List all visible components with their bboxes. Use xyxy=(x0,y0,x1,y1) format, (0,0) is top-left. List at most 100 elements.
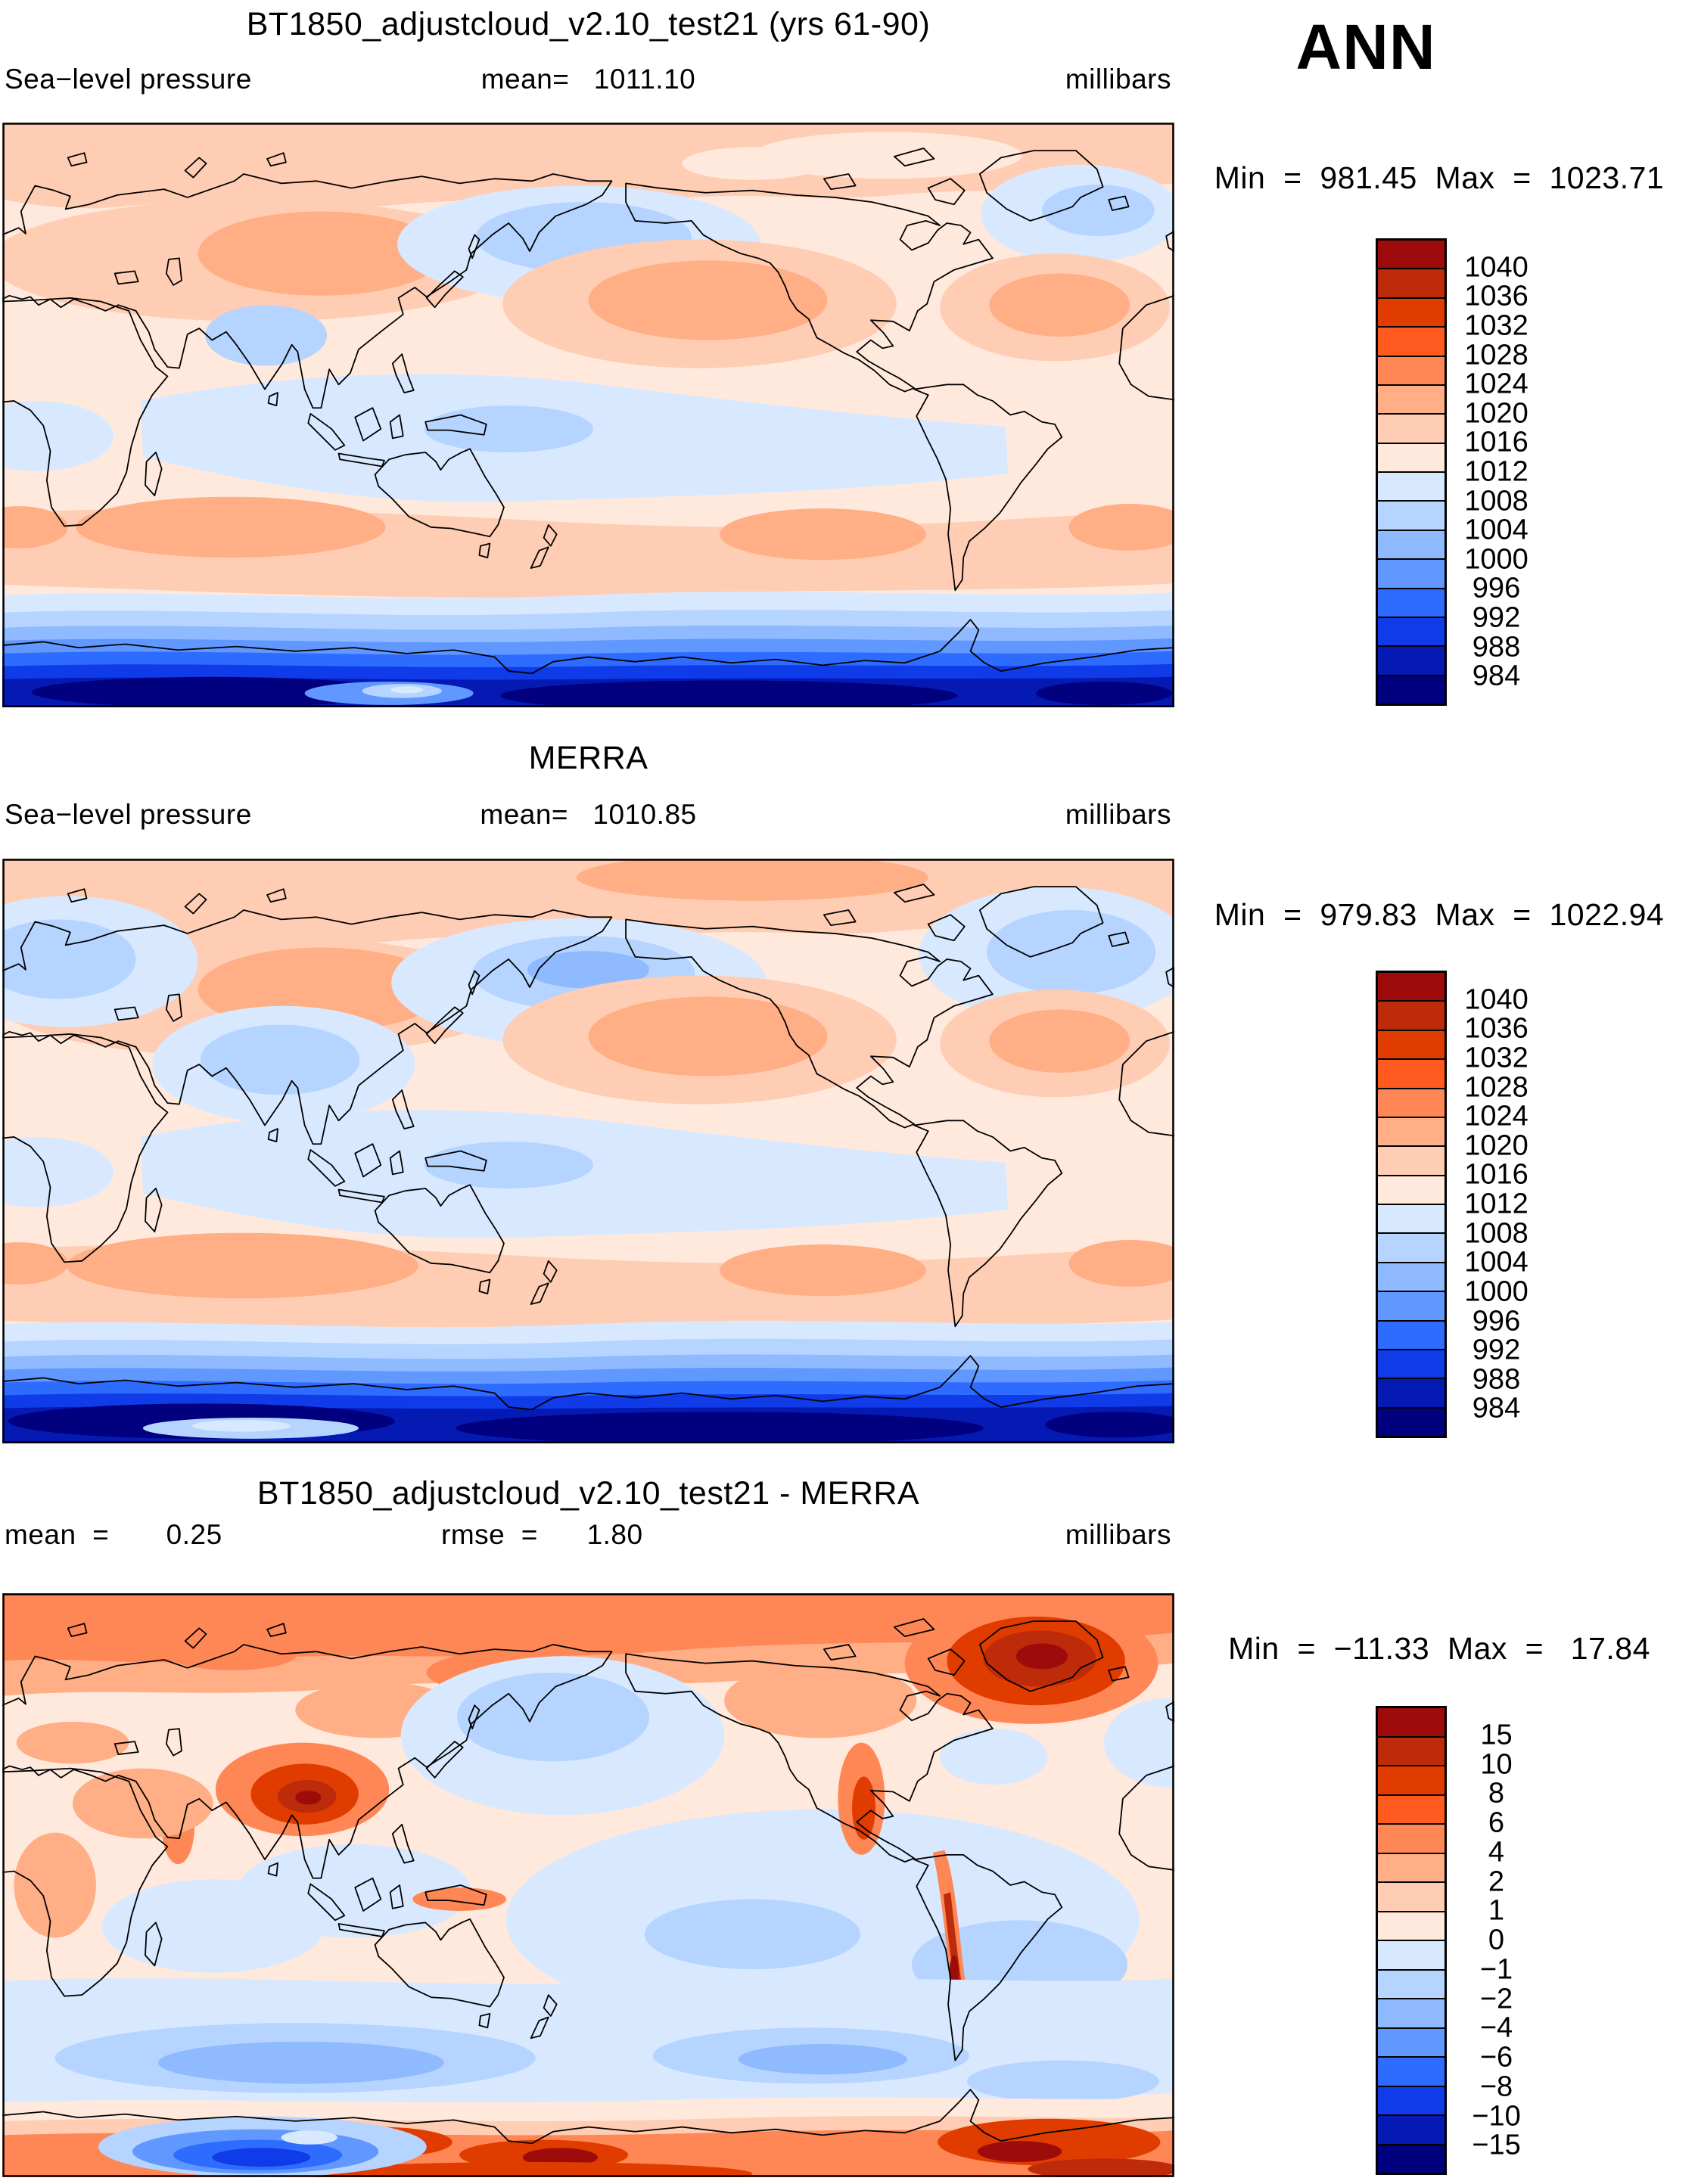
colorbar-cell xyxy=(1378,1089,1445,1118)
colorbar-label: 8 xyxy=(1488,1777,1505,1810)
colorbar-cell xyxy=(1378,1883,1445,1912)
panel3-rmse: rmse = 1.80 xyxy=(441,1519,643,1550)
colorbar-cell xyxy=(1378,356,1445,386)
panel2-title: MERRA xyxy=(528,740,648,776)
colorbar-label: −4 xyxy=(1479,2012,1513,2044)
colorbar-cell xyxy=(1378,2028,1445,2058)
colorbar-label: 10 xyxy=(1480,1748,1513,1781)
colorbar-label: 992 xyxy=(1472,1334,1521,1366)
colorbar-label: 1004 xyxy=(1464,1246,1529,1278)
colorbar-label: 1008 xyxy=(1464,1217,1529,1250)
colorbar-cell xyxy=(1378,2086,1445,2116)
colorbar-cell xyxy=(1378,1205,1445,1235)
colorbar-cell xyxy=(1378,1321,1445,1350)
colorbar-cell xyxy=(1378,1795,1445,1825)
colorbar-cell xyxy=(1378,647,1445,676)
colorbar-difference xyxy=(1376,1706,1447,2175)
panel2-units: millibars xyxy=(1065,799,1171,830)
colorbar-label: 1028 xyxy=(1464,1071,1529,1104)
colorbar-label: 984 xyxy=(1472,1392,1521,1424)
colorbar-cell xyxy=(1378,1292,1445,1322)
colorbar-label: 1024 xyxy=(1464,368,1529,400)
colorbar-label: 0 xyxy=(1488,1924,1505,1956)
panel3-mean: mean = 0.25 xyxy=(5,1519,222,1550)
colorbar-cell xyxy=(1378,415,1445,444)
colorbar-cell xyxy=(1378,298,1445,328)
colorbar-label: 1 xyxy=(1488,1894,1505,1927)
colorbar-label: 2 xyxy=(1488,1866,1505,1898)
colorbar-cell xyxy=(1378,1002,1445,1031)
colorbar-label: 1012 xyxy=(1464,1188,1529,1220)
colorbar-label: 1040 xyxy=(1464,251,1529,284)
colorbar-cell xyxy=(1378,1350,1445,1380)
colorbar-label: 1012 xyxy=(1464,455,1529,488)
map-difference xyxy=(2,1593,1174,2177)
colorbar-cell xyxy=(1378,2058,1445,2087)
colorbar-label: 996 xyxy=(1472,1305,1521,1337)
colorbar-label: 1032 xyxy=(1464,1042,1529,1074)
colorbar-cell xyxy=(1378,973,1445,1002)
colorbar-cell xyxy=(1378,443,1445,473)
colorbar-cell xyxy=(1378,617,1445,648)
colorbar-label: −8 xyxy=(1479,2071,1513,2103)
colorbar-label: 1040 xyxy=(1464,983,1529,1016)
colorbar-cell xyxy=(1378,1408,1445,1436)
colorbar-cell xyxy=(1378,1030,1445,1061)
colorbar-cell xyxy=(1378,2145,1445,2173)
colorbar-cell xyxy=(1378,530,1445,561)
colorbar-label: 1008 xyxy=(1464,485,1529,517)
colorbar-cell xyxy=(1378,241,1445,270)
colorbar-label: 1024 xyxy=(1464,1100,1529,1132)
colorbar-cell xyxy=(1378,1147,1445,1176)
colorbar-label: 1036 xyxy=(1464,1012,1529,1045)
colorbar-cell xyxy=(1378,1912,1445,1941)
colorbar-cell xyxy=(1378,1853,1445,1883)
colorbar-cell xyxy=(1378,1117,1445,1148)
colorbar-label: 1000 xyxy=(1464,543,1529,576)
colorbar-label: 1032 xyxy=(1464,309,1529,342)
colorbar-label: −6 xyxy=(1479,2041,1513,2074)
colorbar-cell xyxy=(1378,385,1445,415)
map-model xyxy=(2,123,1174,707)
colorbar-label: −1 xyxy=(1479,1953,1513,1986)
colorbar-cell xyxy=(1378,676,1445,704)
colorbar-label: 15 xyxy=(1480,1719,1513,1751)
colorbar-model xyxy=(1376,238,1447,706)
colorbar-label: 6 xyxy=(1488,1807,1505,1839)
colorbar-cell xyxy=(1378,1263,1445,1293)
colorbar-cell xyxy=(1378,1941,1445,1971)
colorbar-label: 988 xyxy=(1472,1363,1521,1396)
map-merra xyxy=(2,859,1174,1443)
colorbar-merra xyxy=(1376,971,1447,1438)
colorbar-cell xyxy=(1378,1825,1445,1854)
colorbar-label: 1020 xyxy=(1464,1129,1529,1162)
panel2-mean: mean= 1010.85 xyxy=(480,799,697,830)
panel1-mean: mean= 1011.10 xyxy=(480,64,696,95)
colorbar-label: 996 xyxy=(1472,572,1521,604)
colorbar-cell xyxy=(1378,589,1445,618)
panel3-title: BT1850_adjustcloud_v2.10_test21 - MERRA xyxy=(257,1475,920,1511)
colorbar-label: −10 xyxy=(1472,2100,1521,2133)
colorbar-cell xyxy=(1378,1999,1445,2029)
panel3-units: millibars xyxy=(1065,1519,1171,1550)
panel2-variable-label: Sea−level pressure xyxy=(5,799,252,830)
colorbar-cell xyxy=(1378,1176,1445,1205)
panel1-minmax: Min = 981.45 Max = 1023.71 xyxy=(1214,160,1665,195)
colorbar-label: 988 xyxy=(1472,631,1521,663)
colorbar-cell xyxy=(1378,1766,1445,1796)
colorbar-cell xyxy=(1378,269,1445,299)
colorbar-label: 1020 xyxy=(1464,397,1529,430)
colorbar-cell xyxy=(1378,1970,1445,1999)
panel3-minmax: Min = −11.33 Max = 17.84 xyxy=(1228,1631,1650,1666)
colorbar-label: 1016 xyxy=(1464,426,1529,458)
colorbar-label: −2 xyxy=(1479,1983,1513,2015)
season-label: ANN xyxy=(1295,11,1436,82)
colorbar-label: −15 xyxy=(1472,2129,1521,2161)
colorbar-label: 1036 xyxy=(1464,280,1529,312)
colorbar-cell xyxy=(1378,473,1445,502)
colorbar-label: 1028 xyxy=(1464,339,1529,371)
colorbar-cell xyxy=(1378,2116,1445,2145)
panel1-title: BT1850_adjustcloud_v2.10_test21 (yrs 61-… xyxy=(246,6,931,42)
colorbar-label: 4 xyxy=(1488,1836,1505,1869)
